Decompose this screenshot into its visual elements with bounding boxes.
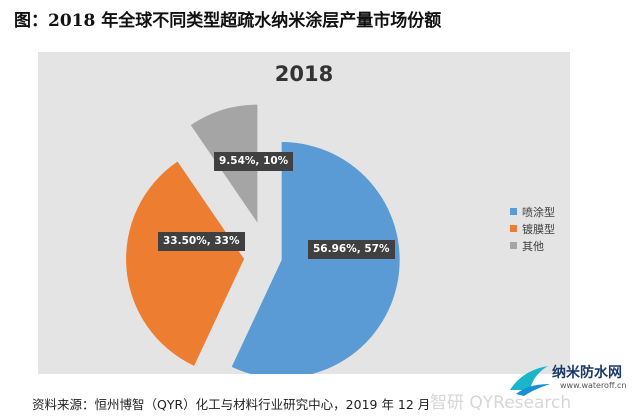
legend-swatch-plating — [510, 225, 517, 232]
legend-swatch-spray — [510, 208, 517, 215]
legend-item-plating: 镀膜型 — [510, 220, 580, 237]
data-label-spray: 56.96%, 57% — [308, 240, 395, 259]
logo-icon — [510, 366, 550, 396]
legend-swatch-other — [510, 242, 517, 249]
watermark-text: 智研 QYResearch — [430, 393, 572, 412]
legend-label-plating: 镀膜型 — [522, 222, 555, 236]
chart-legend: 喷涂型 镀膜型 其他 — [510, 203, 580, 254]
data-label-plating: 33.50%, 33% — [158, 232, 245, 251]
pie-slice-plating — [126, 161, 245, 366]
legend-item-spray: 喷涂型 — [510, 203, 580, 220]
chart-area: 2018 56.96%, 57% 33.50%, 33% 9.54%, 10% … — [38, 52, 570, 374]
chart-title: 2018 — [274, 62, 334, 86]
logo-name: 纳米防水网 — [552, 365, 622, 381]
source-note: 资料来源：恒州博智（QYR）化工与材料行业研究中心，2019 年 12 月 — [32, 397, 431, 412]
figure-title: 图：2018 年全球不同类型超疏水纳米涂层产量市场份额 — [14, 11, 442, 31]
legend-label-spray: 喷涂型 — [522, 205, 555, 219]
data-label-other: 9.54%, 10% — [214, 152, 294, 171]
legend-label-other: 其他 — [522, 239, 544, 253]
pie-chart — [126, 104, 400, 374]
legend-item-other: 其他 — [510, 237, 580, 254]
logo-url: www.wateroff.cn — [560, 381, 627, 390]
